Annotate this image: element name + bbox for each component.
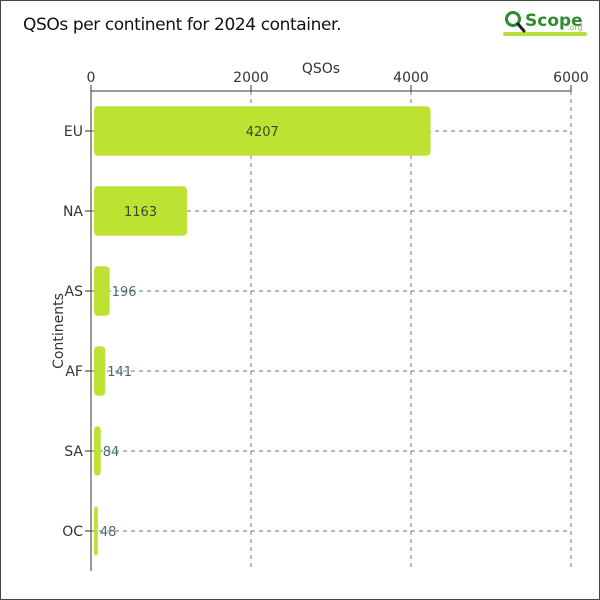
x-tick-label-0: 0 [87,70,96,86]
labels: 4207 1163 196 141 84 48 [100,125,279,540]
value-label-AS: 196 [112,285,137,300]
grid [91,91,572,571]
x-tick-label-2: 4000 [393,70,429,86]
bar-SA [94,426,101,476]
logo-suffix: .org [567,23,583,32]
bar-AS [94,266,110,316]
y-tick-label-SA: SA [64,444,83,460]
bar-NA [94,186,188,236]
value-label-OC: 48 [100,525,117,540]
y-tick-label-EU: EU [64,124,83,140]
x-tick-label-3: 6000 [553,70,589,86]
chart-title: QSOs per continent for 2024 container. [23,15,342,35]
bar-EU [94,106,431,156]
axes: 0 2000 4000 6000 QSOs Continents EU NA AS AF SA OC [51,61,589,571]
qscope-logo: Scope .org [501,6,589,38]
logo-underline [503,32,587,36]
y-axis-title: Continents [51,293,67,369]
bar-AF [94,346,106,396]
y-tick-label-AS: AS [65,284,84,300]
x-tick-label-1: 2000 [233,70,269,86]
value-label-EU: 4207 [246,125,279,140]
value-label-SA: 84 [103,445,120,460]
y-tick-label-OC: OC [62,524,83,540]
value-label-AF: 141 [107,365,132,380]
value-label-NA: 1163 [124,205,157,220]
y-tick-label-AF: AF [65,364,83,380]
bar-OC [94,506,98,556]
x-axis-title: QSOs [302,61,340,77]
bars [94,106,431,556]
y-tick-label-NA: NA [63,204,83,220]
logo-wordmark: Scope [525,11,583,31]
